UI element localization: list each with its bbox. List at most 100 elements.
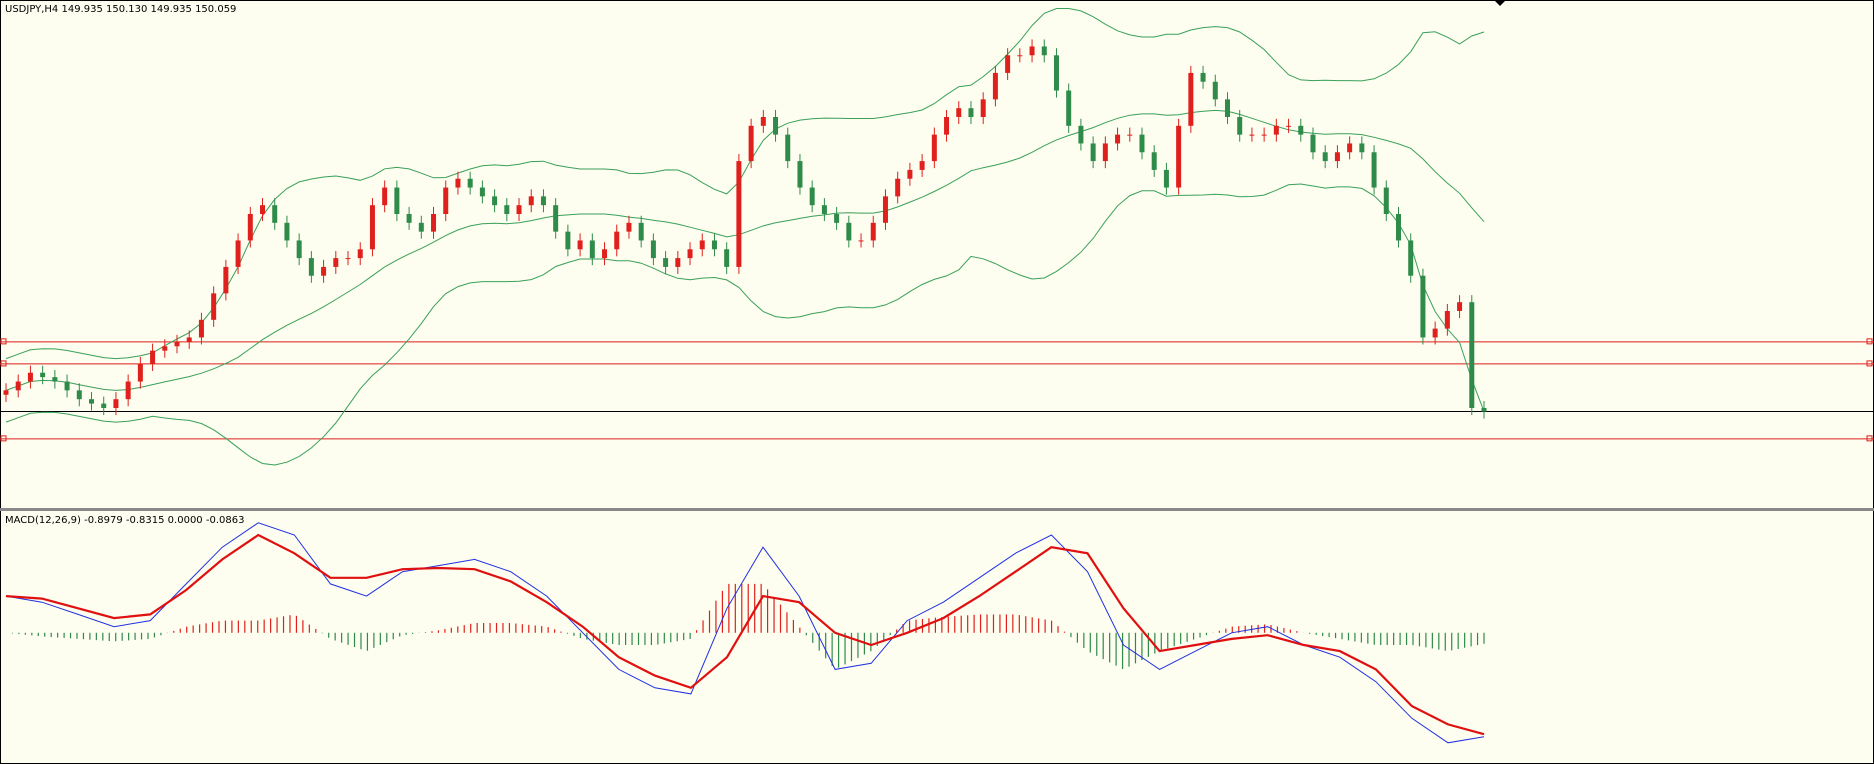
candle [296,233,302,266]
candle [1249,127,1255,142]
candle-body [1212,81,1218,100]
candle-body [565,231,571,250]
candle [369,198,375,257]
candle-body [919,161,925,170]
candle [52,370,58,389]
candle-body [260,205,266,214]
candle-body [1273,125,1279,135]
candle [528,189,534,213]
candle [1286,118,1292,133]
candle-body [125,381,131,400]
candle-body [1237,117,1243,135]
macd-pane[interactable]: MACD(12,26,9) -0.8979 -0.8315 0.0000 -0.… [5,515,1485,744]
candle [174,334,180,354]
candle-body [748,125,754,162]
candle-body [1090,143,1096,162]
candle-body [1481,408,1487,412]
candle [1444,303,1450,336]
candle-body [1139,134,1145,153]
candle [113,392,119,416]
candle-body [369,205,375,250]
candle-body [174,341,180,347]
candle-body [479,187,485,197]
candle-body [284,222,290,241]
price-pane[interactable]: USDJPY,H4 149.935 150.130 149.935 150.05… [0,0,1874,466]
candle [40,365,46,385]
candle-body [663,258,669,267]
symbol-info-label: USDJPY,H4 149.935 150.130 149.935 150.05… [5,4,236,15]
candle-body [736,161,742,267]
candle-body [1395,214,1401,241]
candle [406,206,412,230]
candle [626,215,632,239]
candle-body [198,319,204,338]
candle-body [699,240,705,250]
candle-body [1017,55,1023,57]
candle [956,101,962,125]
candle-body [553,205,559,232]
candle-body [394,187,400,214]
candle-body [1298,125,1304,135]
candle [931,127,937,169]
candle-body [1066,90,1072,126]
candle [333,251,339,274]
candle-body [235,240,241,267]
candle-body [3,390,9,395]
candle-body [992,72,998,100]
candle-body [1053,55,1059,91]
candle [1347,136,1353,160]
candle [198,312,204,345]
candle [687,242,693,266]
candle [1481,400,1487,419]
candle-body [406,214,412,223]
candles [3,39,1487,419]
candle-body [528,196,534,206]
candle-body [113,399,119,408]
bollinger-middle [5,109,1485,391]
candle [137,356,143,389]
level-handle-right [1866,435,1873,442]
candle-body [1432,328,1438,338]
candle-body [1359,143,1365,153]
candle-body [577,240,583,250]
candle-body [186,337,192,342]
candle-body [296,240,302,259]
candle-body [895,178,901,197]
level-handle-left [0,435,7,442]
macd-lines [5,522,1485,744]
candle-body [724,249,730,267]
candle [540,189,546,213]
candle [1115,127,1121,151]
pane-divider[interactable] [0,508,1874,511]
candle [650,233,656,266]
candle [443,180,449,222]
candle-body [821,205,827,214]
candle [1457,295,1463,319]
candle-body [1457,302,1463,311]
candle-body [773,117,779,135]
candle-body [1102,143,1108,162]
candle [834,206,840,230]
candle [1139,127,1145,160]
candle [162,339,168,358]
candle-body [980,99,986,117]
candle-body [431,214,437,232]
candle-body [516,205,522,214]
candle-body [1334,152,1340,162]
shift-marker-icon[interactable] [1494,0,1506,6]
candle-body [1041,46,1047,56]
candle-body [76,390,82,400]
candle-body [1383,187,1389,214]
candle [1151,145,1157,177]
candle-body [931,134,937,162]
candle [479,180,485,204]
candle-body [1371,152,1377,188]
candle-body [907,169,913,179]
candle-body [223,266,229,294]
horizontal-levels[interactable] [0,338,1874,442]
candle [1469,295,1475,416]
candle-body [1078,125,1084,144]
candle-body [333,258,339,267]
